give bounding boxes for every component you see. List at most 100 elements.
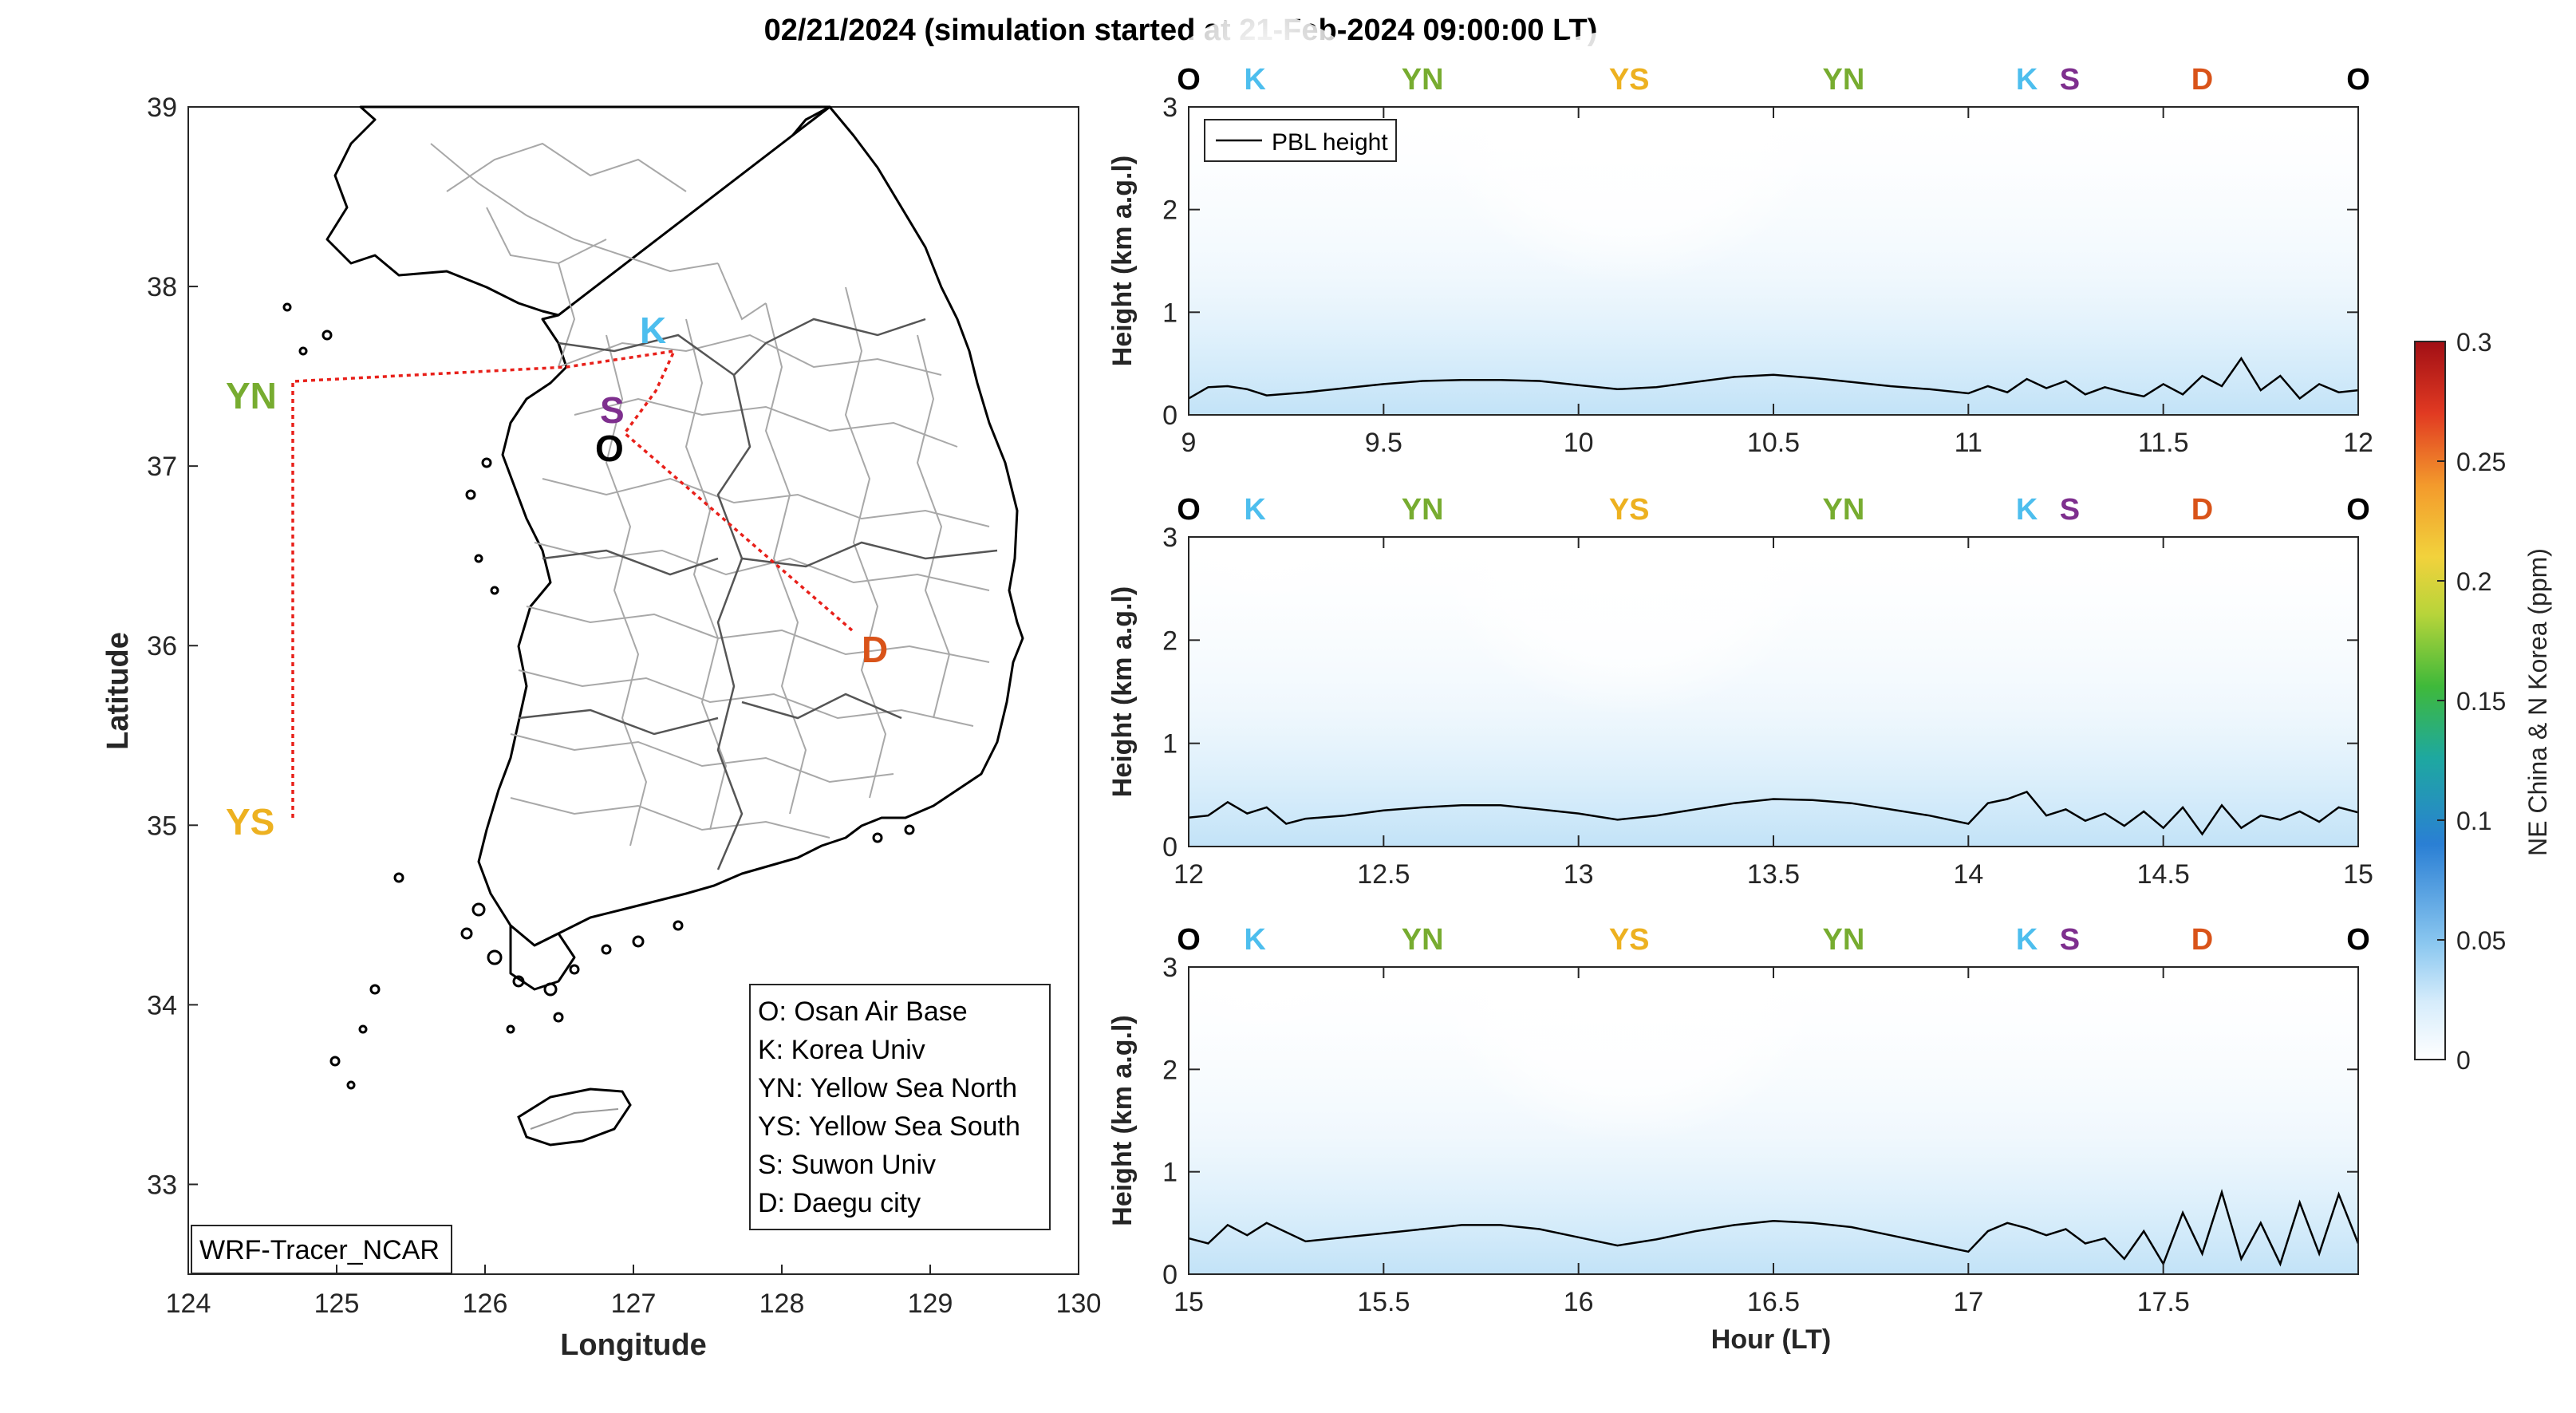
track-label-yn: YN: [1823, 63, 1865, 97]
site-label-k: K: [640, 310, 666, 351]
site-legend: O: Osan Air Base K: Korea Univ YN: Yello…: [758, 997, 1020, 1218]
legend-entry-yellow-sea-north: YN: Yellow Sea North: [758, 1073, 1017, 1103]
colorbar-ticks: 0 0.05 0.1 0.15 0.2 0.25 0.3: [2437, 328, 2506, 1075]
model-label-box: [191, 1225, 452, 1274]
colorbar-tick-label: 0.3: [2456, 328, 2491, 357]
track-label-ys: YS: [1609, 493, 1650, 527]
track-label-yn: YN: [1402, 493, 1444, 527]
track-label-o: O: [1177, 923, 1201, 957]
legend-entry-korea-univ: K: Korea Univ: [758, 1035, 925, 1065]
track-label-o: O: [2346, 923, 2370, 957]
panel-y-axis-label: Height (km a.g.l): [1107, 586, 1138, 797]
track-label-o: O: [2346, 493, 2370, 527]
panel-x-tick-label: 11.5: [2138, 428, 2189, 458]
track-label-yn: YN: [1402, 923, 1444, 957]
panel-x-tick-label: 14: [1953, 859, 1983, 890]
panel-y-tick-label: 1: [1162, 729, 1178, 760]
jeju-interior-border: [530, 1108, 619, 1130]
admin-boundaries: [430, 142, 990, 847]
track-label-k: K: [1244, 493, 1266, 527]
panel-x-tick-label: 16.5: [1747, 1287, 1800, 1317]
panel-x-tick-label: 10.5: [1747, 428, 1800, 458]
track-label-yn: YN: [1402, 63, 1444, 97]
track-label-ys: YS: [1609, 923, 1650, 957]
track-label-d: D: [2191, 493, 2213, 527]
panel-y-tick-label: 2: [1162, 195, 1178, 226]
panel-x-tick-label: 15.5: [1357, 1287, 1410, 1317]
map-y-tick-label: 38: [147, 272, 177, 302]
colorbar-tick-label: 0.1: [2456, 807, 2491, 835]
track-label-yn: YN: [1823, 493, 1865, 527]
panel-x-tick-label: 13: [1564, 859, 1594, 890]
site-label-o: O: [595, 428, 624, 469]
pbl-height-line: [1188, 791, 2359, 836]
map-x-axis-label: Longitude: [560, 1328, 707, 1362]
panel-y-tick-label: 3: [1162, 93, 1178, 123]
map-y-tick-label: 39: [147, 93, 177, 123]
panel-x-tick-label: 12: [1174, 859, 1204, 890]
map-x-tick-label: 124: [166, 1289, 211, 1319]
colorbar-tick-label: 0.15: [2456, 687, 2506, 716]
panel-3: 15 15.5 16 16.5 17 17.5 0 1 2 3 Height (km a.g.l) O…: [1107, 874, 2370, 1317]
map-panel: YN YS K S O D O: Osan Air Base K: Korea …: [101, 93, 1101, 1362]
tracer-minimum-region: [1442, 890, 1817, 1229]
panel-x-tick-label: 9: [1181, 428, 1197, 458]
colorbar-tick-label: 0: [2456, 1046, 2471, 1075]
map-y-tick-label: 36: [147, 631, 177, 661]
panel-x-tick-label: 9.5: [1365, 428, 1402, 458]
panel-x-tick-label: 12: [2343, 428, 2373, 458]
panel-y-tick-label: 3: [1162, 953, 1178, 983]
tracer-minimum-region: [1442, 460, 1817, 800]
korea-coastline: [325, 105, 1024, 991]
panel-x-tick-label: 15: [1174, 1287, 1204, 1317]
track-label-o: O: [2346, 63, 2370, 97]
track-label-s: S: [2060, 493, 2080, 527]
colorbar-tick-label: 0.25: [2456, 448, 2506, 476]
site-label-ys: YS: [226, 801, 274, 843]
map-x-tick-label: 126: [463, 1289, 508, 1319]
panel-x-tick-label: 11: [1955, 428, 1982, 458]
legend-entry-osan: O: Osan Air Base: [758, 997, 968, 1027]
colorbar-label: NE China & N Korea (ppm): [2523, 548, 2552, 856]
map-y-tick-label: 35: [147, 811, 177, 841]
map-x-ticks: 124 125 126 127 128 129 130: [166, 1265, 1102, 1319]
jeju-island: [517, 1087, 632, 1147]
pbl-height-line: [1188, 1189, 2360, 1267]
site-label-d: D: [862, 629, 888, 670]
islands: [282, 302, 915, 1090]
panel-x-tick-label: 15: [2343, 859, 2373, 890]
pbl-height-line: [1188, 356, 2359, 401]
track-label-s: S: [2060, 923, 2080, 957]
panel-y-axis-label: Height (km a.g.l): [1107, 1015, 1138, 1226]
map-y-ticks: 33 34 35 36 37 38 39: [147, 93, 198, 1200]
map-x-tick-label: 130: [1056, 1289, 1102, 1319]
track-label-k: K: [1244, 923, 1266, 957]
panel-y-tick-label: 1: [1162, 1158, 1178, 1188]
chart-title: 02/21/2024 (simulation started at 21-Feb…: [764, 14, 1598, 47]
map-x-tick-label: 128: [759, 1289, 805, 1319]
site-label-s: S: [600, 389, 625, 431]
map-y-tick-label: 34: [147, 990, 177, 1020]
track-label-o: O: [1177, 493, 1201, 527]
map-y-tick-label: 37: [147, 452, 177, 482]
legend-entry-yellow-sea-south: YS: Yellow Sea South: [758, 1111, 1020, 1142]
map-x-tick-label: 127: [611, 1289, 657, 1319]
track-label-yn: YN: [1823, 923, 1865, 957]
panel-x-tick-label: 16: [1564, 1287, 1594, 1317]
site-label-yn: YN: [226, 375, 277, 416]
map-y-axis-label: Latitude: [101, 632, 135, 750]
panel-y-tick-label: 3: [1162, 523, 1178, 553]
tracer-minimum-region: [1442, 30, 1817, 369]
panel-x-tick-label: 17.5: [2137, 1287, 2190, 1317]
panel-y-tick-label: 0: [1162, 1260, 1178, 1290]
panel-y-tick-label: 2: [1162, 1055, 1178, 1085]
panel-y-tick-label: 2: [1162, 626, 1178, 656]
track-label-k: K: [2016, 493, 2038, 527]
colorbar-tick-label: 0.05: [2456, 926, 2506, 955]
track-label-ys: YS: [1609, 63, 1650, 97]
map-y-tick-label: 33: [147, 1170, 177, 1200]
track-label-k: K: [2016, 923, 2038, 957]
